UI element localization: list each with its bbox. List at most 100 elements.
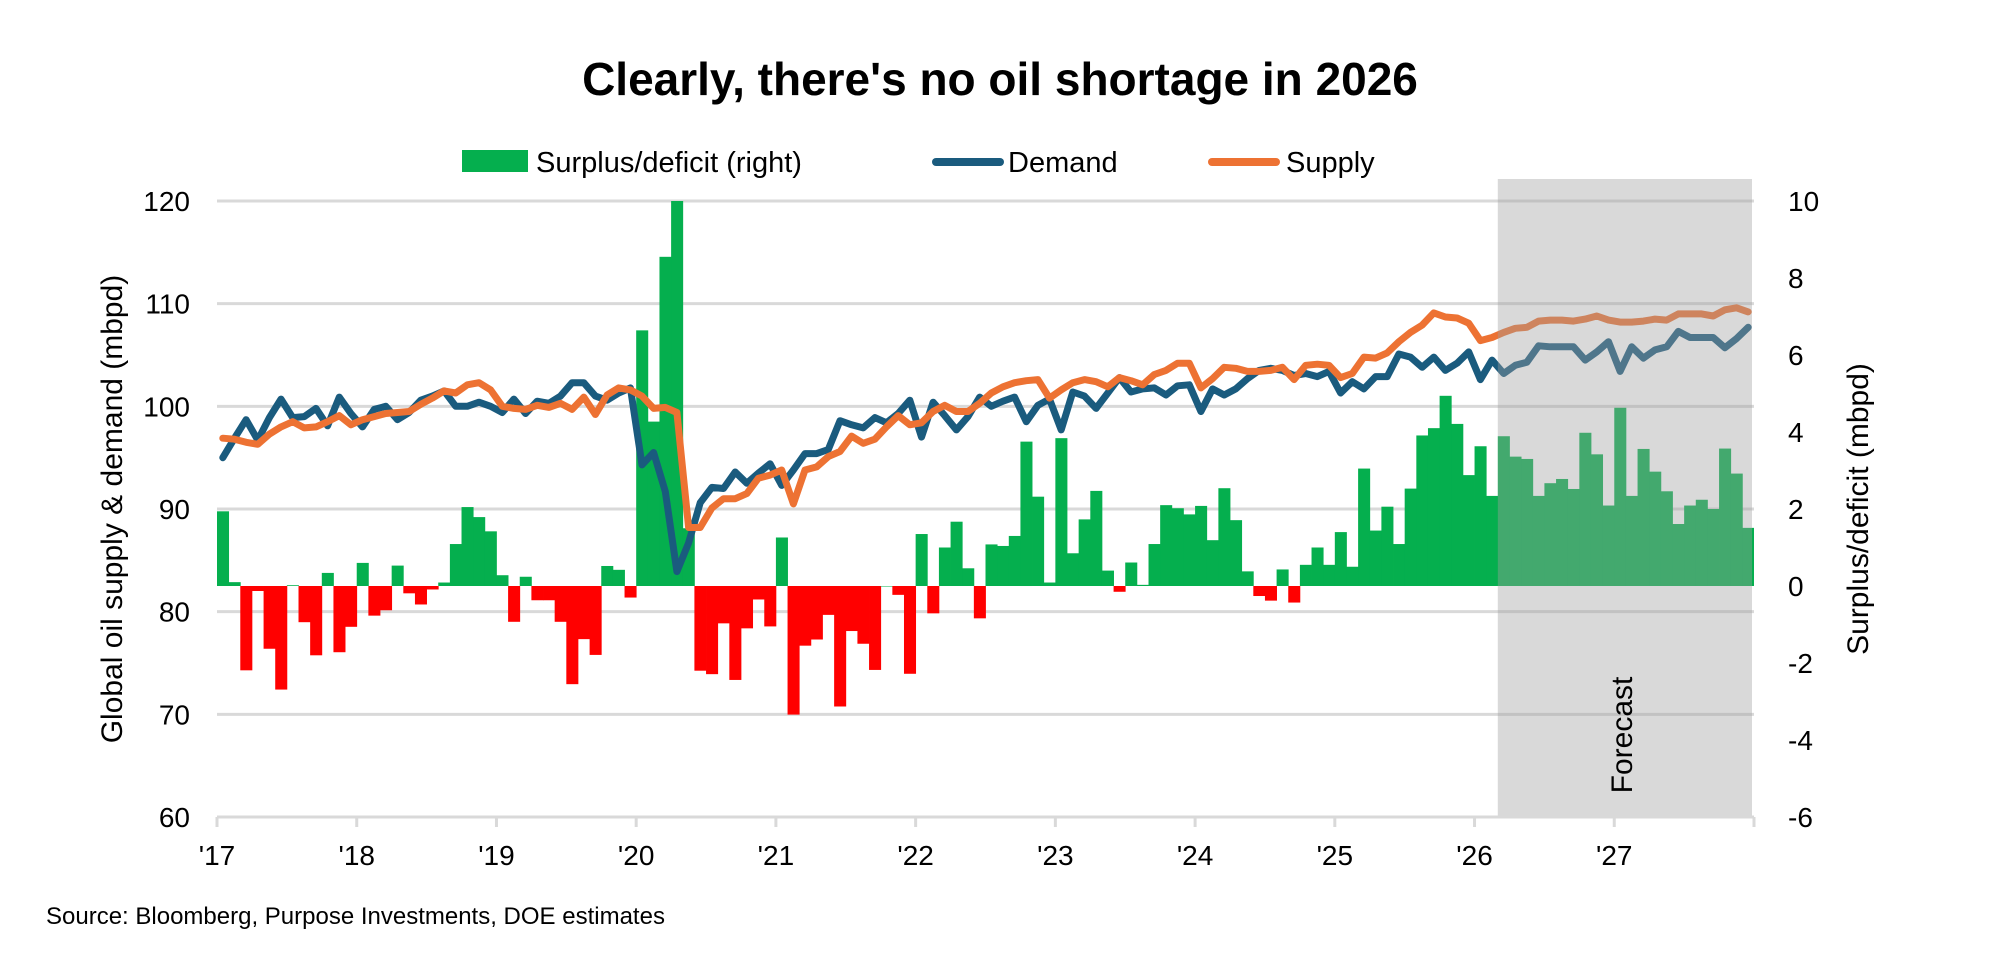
- deficit-bar: [624, 586, 637, 598]
- surplus-bar: [286, 585, 299, 586]
- surplus-bar: [1299, 564, 1312, 586]
- left-axis-tick-label: 110: [145, 289, 190, 320]
- surplus-bar: [484, 531, 497, 586]
- surplus-bar: [391, 565, 404, 586]
- deficit-bar: [298, 586, 311, 623]
- surplus-bar: [1567, 488, 1580, 586]
- source-note: Source: Bloomberg, Purpose Investments, …: [46, 903, 665, 930]
- x-axis-tick-label: '18: [338, 840, 375, 871]
- surplus-bar: [1521, 458, 1534, 586]
- deficit-bar: [1264, 586, 1277, 601]
- left-axis-title: Global oil supply & demand (mbpd): [96, 275, 129, 744]
- surplus-bar: [1148, 544, 1161, 586]
- deficit-bar: [251, 586, 264, 591]
- legend-label-demand: Demand: [1008, 147, 1118, 179]
- surplus-bar: [1416, 435, 1429, 586]
- surplus-bar: [1183, 514, 1196, 586]
- left-axis-tick-label: 70: [159, 699, 190, 730]
- surplus-bar: [1369, 530, 1382, 586]
- surplus-bar: [671, 201, 684, 586]
- surplus-bar: [1043, 582, 1056, 586]
- surplus-bar: [938, 547, 951, 586]
- surplus-bar: [1556, 478, 1569, 586]
- deficit-bar: [752, 586, 765, 600]
- deficit-bar: [577, 586, 590, 640]
- legend-label-surplus: Surplus/deficit (right): [536, 147, 802, 179]
- supply-line: [219, 304, 1752, 531]
- left-axis-tick-label: 90: [159, 494, 190, 525]
- deficit-bar: [845, 586, 858, 632]
- surplus-bar: [1451, 423, 1464, 586]
- deficit-bar: [764, 586, 777, 627]
- left-axis-tick-label: 120: [143, 186, 190, 217]
- legend-swatch-surplus: [462, 150, 528, 172]
- surplus-bar: [915, 534, 928, 586]
- surplus-bar: [1649, 471, 1662, 586]
- surplus-bar: [1427, 428, 1441, 586]
- surplus-bar: [1684, 505, 1697, 586]
- axes: 60 70 80 90 100 110 120 -6 -4 -2 0 2 4 6 8 10 '17 '18 '19 '…: [143, 186, 1819, 871]
- right-axis-title: Surplus/deficit (mbpd): [1842, 363, 1875, 655]
- chart-title: Clearly, there's no oil shortage in 2026: [582, 53, 1418, 105]
- right-axis-tick-label: -4: [1788, 725, 1813, 756]
- deficit-bar: [426, 586, 439, 590]
- deficit-bar: [706, 586, 719, 675]
- x-axis-tick-label: '21: [758, 840, 795, 871]
- surplus-bar: [1078, 519, 1091, 586]
- surplus-bar: [1311, 547, 1324, 586]
- surplus-bar: [519, 576, 532, 586]
- surplus-bar: [1218, 488, 1231, 586]
- x-axis-tick-label: '20: [618, 840, 655, 871]
- surplus-bar: [228, 582, 241, 586]
- surplus-bar: [461, 507, 474, 586]
- deficit-bar: [263, 586, 276, 649]
- legend: Surplus/deficit (right) Demand Supply: [462, 147, 1375, 179]
- deficit-bar: [810, 586, 823, 640]
- surplus-bar: [1404, 488, 1417, 586]
- surplus-bar: [1590, 454, 1604, 586]
- x-axis-tick-label: '19: [478, 840, 515, 871]
- surplus-bar: [1742, 527, 1754, 586]
- surplus-bar: [985, 544, 998, 586]
- surplus-bar: [1136, 584, 1149, 586]
- surplus-bar: [1323, 564, 1336, 586]
- deficit-bar: [787, 586, 800, 715]
- forecast-label: Forecast: [1606, 676, 1639, 793]
- surplus-bar: [1719, 448, 1732, 586]
- surplus-bar: [1090, 490, 1103, 586]
- surplus-bar: [1602, 505, 1615, 586]
- x-axis-tick-label: '24: [1177, 840, 1214, 871]
- surplus-bar: [1614, 407, 1627, 586]
- surplus-bar: [1055, 438, 1068, 586]
- surplus-bar: [775, 537, 788, 586]
- surplus-bar: [217, 511, 230, 586]
- surplus-bar: [449, 544, 462, 586]
- supply-demand-lines: [219, 304, 1752, 576]
- deficit-bar: [892, 586, 905, 595]
- right-axis-tick-label: 6: [1788, 340, 1804, 371]
- deficit-bar: [508, 586, 521, 622]
- surplus-bar: [1637, 448, 1650, 586]
- surplus-bar: [1276, 569, 1289, 586]
- surplus-bar: [997, 545, 1010, 586]
- surplus-bar: [1497, 436, 1510, 586]
- deficit-bar: [694, 586, 707, 671]
- x-axis-tick-label: '17: [199, 840, 236, 871]
- forecast-shade: [1497, 179, 1752, 817]
- surplus-bar: [1544, 483, 1557, 586]
- surplus-bar: [1032, 496, 1045, 586]
- deficit-bar: [368, 586, 381, 616]
- surplus-bar: [1532, 495, 1545, 586]
- x-axis-tick-label: '22: [897, 840, 934, 871]
- surplus-bar: [1486, 495, 1499, 586]
- surplus-bar: [1462, 475, 1475, 586]
- surplus-bar: [950, 521, 963, 586]
- deficit-bar: [310, 586, 323, 656]
- surplus-bar: [1625, 495, 1638, 586]
- left-axis-tick-label: 100: [143, 391, 190, 422]
- deficit-bar: [857, 586, 870, 644]
- surplus-bar: [612, 569, 625, 586]
- surplus-bar: [601, 565, 614, 586]
- surplus-bar: [647, 421, 660, 586]
